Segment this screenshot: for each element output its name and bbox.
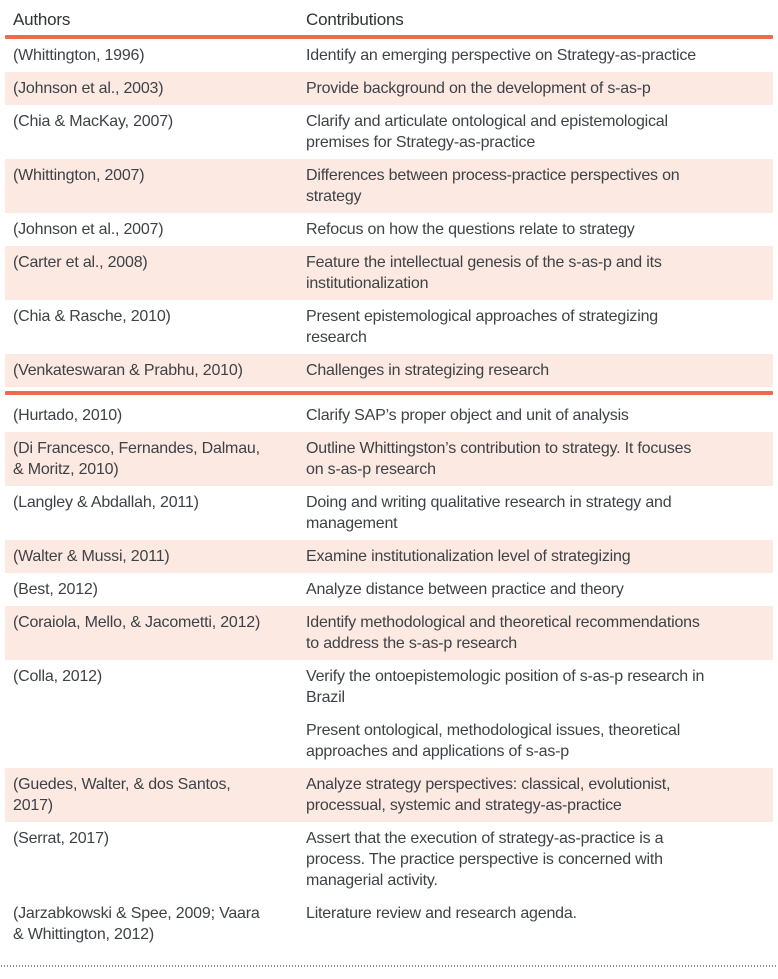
table-row: (Whittington, 2007) Differences between … xyxy=(5,159,773,213)
contribution-cell: Doing and writing qualitative research i… xyxy=(306,494,672,532)
author-cell: (Walter & Mussi, 2011) xyxy=(13,548,170,565)
author-cell xyxy=(5,720,306,762)
contribution-cell: Verify the ontoepistemologic position of… xyxy=(306,668,705,706)
table-row: (Chia & Rasche, 2010) Present epistemolo… xyxy=(5,300,773,354)
contribution-cell: Literature review and research agenda. xyxy=(306,905,577,922)
authors-column-header: Authors xyxy=(13,10,71,29)
author-cell: (Hurtado, 2010) xyxy=(13,407,123,424)
contribution-cell: Differences between process-practice per… xyxy=(306,167,680,205)
contribution-cell: Analyze distance between practice and th… xyxy=(306,581,624,598)
table-row: (Coraiola, Mello, & Jacometti, 2012) Ide… xyxy=(5,606,773,660)
author-cell: (Colla, 2012) xyxy=(13,668,103,685)
contribution-cell: Present epistemological approaches of st… xyxy=(306,308,658,346)
table-row: (Di Francesco, Fernandes, Dalmau, & Mori… xyxy=(5,432,773,486)
section-divider-rule xyxy=(5,391,773,395)
author-cell: (Chia & Rasche, 2010) xyxy=(13,308,171,325)
table-row: (Hurtado, 2010) Clarify SAP’s proper obj… xyxy=(5,399,773,432)
author-cell: (Coraiola, Mello, & Jacometti, 2012) xyxy=(13,614,261,631)
table-row: (Guedes, Walter, & dos Santos, 2017) Ana… xyxy=(5,768,773,822)
contribution-cell: Challenges in strategizing research xyxy=(306,362,549,379)
author-cell: (Whittington, 1996) xyxy=(13,47,145,64)
author-cell: (Chia & MacKay, 2007) xyxy=(13,113,174,130)
table-row: (Jarzabkowski & Spee, 2009; Vaara & Whit… xyxy=(5,897,773,951)
table-row: (Serrat, 2017) Assert that the execution… xyxy=(5,822,773,897)
author-cell: (Johnson et al., 2003) xyxy=(13,80,164,97)
author-cell: (Serrat, 2017) xyxy=(13,830,109,847)
table-row: (Whittington, 1996) Identify an emerging… xyxy=(5,39,773,72)
contribution-cell: Examine institutionalization level of st… xyxy=(306,548,631,565)
author-cell: (Venkateswaran & Prabhu, 2010) xyxy=(13,362,243,379)
table-header-row: Authors Contributions xyxy=(5,4,773,35)
author-cell: (Whittington, 2007) xyxy=(13,167,145,184)
table-row: (Carter et al., 2008) Feature the intell… xyxy=(5,246,773,300)
header-underline-rule xyxy=(5,35,773,39)
contribution-cell: Assert that the execution of strategy-as… xyxy=(306,830,664,889)
bottom-dotted-rule xyxy=(0,965,778,967)
table-row: (Chia & MacKay, 2007) Clarify and articu… xyxy=(5,105,773,159)
contribution-cell: Clarify and articulate ontological and e… xyxy=(306,113,668,151)
author-cell: (Jarzabkowski & Spee, 2009; Vaara & Whit… xyxy=(13,905,260,943)
author-cell: (Best, 2012) xyxy=(13,581,98,598)
author-cell: (Guedes, Walter, & dos Santos, 2017) xyxy=(13,776,231,814)
author-cell: (Carter et al., 2008) xyxy=(13,254,148,271)
table-row: (Walter & Mussi, 2011) Examine instituti… xyxy=(5,540,773,573)
table-row: (Langley & Abdallah, 2011) Doing and wri… xyxy=(5,486,773,540)
author-cell: (Di Francesco, Fernandes, Dalmau, & Mori… xyxy=(13,440,260,478)
contribution-cell: Identify an emerging perspective on Stra… xyxy=(306,47,696,64)
table-row: (Johnson et al., 2007) Refocus on how th… xyxy=(5,213,773,246)
table-row: (Johnson et al., 2003) Provide backgroun… xyxy=(5,72,773,105)
contribution-cell: Feature the intellectual genesis of the … xyxy=(306,254,662,292)
table-row: (Best, 2012) Analyze distance between pr… xyxy=(5,573,773,606)
contribution-cell: Present ontological, methodological issu… xyxy=(306,722,681,760)
contribution-cell: Provide background on the development of… xyxy=(306,80,651,97)
contribution-cell: Outline Whittingston’s contribution to s… xyxy=(306,440,692,478)
table-body: (Whittington, 1996) Identify an emerging… xyxy=(5,39,773,951)
authors-contributions-table: Authors Contributions (Whittington, 1996… xyxy=(5,0,773,951)
author-cell: (Langley & Abdallah, 2011) xyxy=(13,494,199,511)
contributions-column-header: Contributions xyxy=(306,10,404,29)
contribution-cell: Refocus on how the questions relate to s… xyxy=(306,221,635,238)
author-cell: (Johnson et al., 2007) xyxy=(13,221,164,238)
table-row: (Venkateswaran & Prabhu, 2010) Challenge… xyxy=(5,354,773,387)
table-row: (Colla, 2012) Verify the ontoepistemolog… xyxy=(5,660,773,714)
contribution-cell: Clarify SAP’s proper object and unit of … xyxy=(306,407,629,424)
contribution-cell: Analyze strategy perspectives: classical… xyxy=(306,776,671,814)
contribution-cell: Identify methodological and theoretical … xyxy=(306,614,700,652)
table-row: Present ontological, methodological issu… xyxy=(5,714,773,768)
